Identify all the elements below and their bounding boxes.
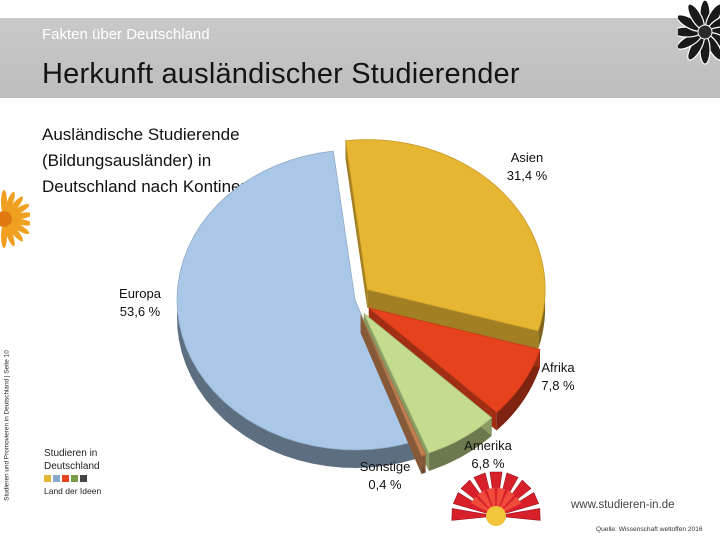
- slice-wall-asien-1: [367, 289, 539, 350]
- section-label: Fakten über Deutschland: [42, 26, 210, 43]
- slice-label-amerika: Amerika: [464, 438, 512, 453]
- slice-side-amerika: [428, 417, 492, 471]
- chart-subtitle: Ausländische Studierende (Bildungsauslän…: [42, 125, 274, 196]
- page-title: Herkunft ausländischer Studierender: [42, 58, 520, 90]
- slice-value-afrika: 7,8 %: [541, 378, 575, 393]
- pie-slices: [176, 139, 546, 474]
- website-url: www.studieren-in.de: [571, 499, 675, 511]
- slice-value-asien: 31,4 %: [507, 168, 548, 183]
- slice-value-sonstige: 0,4 %: [368, 477, 402, 492]
- studieren-in-deutschland-logo: Studieren in Deutschland Land der Ideen: [44, 448, 124, 496]
- red-flower-image: [451, 471, 541, 526]
- pie-labels: Asien 31,4 % Afrika 7,8 % Amerika 6,8 % Sonsti…: [119, 150, 575, 492]
- daisy-flower-image: [678, 0, 720, 65]
- slice-label-afrika: Afrika: [541, 360, 575, 375]
- slice-label-europa: Europa: [119, 286, 162, 301]
- slice-value-europa: 53,6 %: [120, 304, 161, 319]
- slice-top-amerika: [363, 313, 493, 454]
- slice-asien: [345, 139, 546, 350]
- slice-top-asien: [345, 139, 546, 332]
- slice-top-europa: [176, 150, 417, 451]
- logo-line-1: Studieren in: [44, 448, 98, 459]
- logo-color-squares: [44, 475, 104, 483]
- slice-value-amerika: 6,8 %: [471, 456, 505, 471]
- header-band: [0, 18, 720, 98]
- logo-line-3: Land der Ideen: [44, 486, 102, 496]
- slice-label-sonstige: Sonstige: [360, 459, 411, 474]
- slice-top-afrika: [368, 307, 541, 413]
- slice-top-sonstige: [360, 314, 427, 457]
- slice-label-asien: Asien: [511, 150, 544, 165]
- slice-sonstige: [360, 314, 427, 474]
- source-note: Quelle: Wissenschaft weltoffen 2016: [596, 526, 703, 533]
- slice-wall-asien-0: [345, 140, 368, 308]
- slice-wall-sonstige-1: [360, 314, 422, 474]
- logo-line-2: Deutschland: [44, 461, 100, 472]
- orange-flower-image: [0, 190, 30, 248]
